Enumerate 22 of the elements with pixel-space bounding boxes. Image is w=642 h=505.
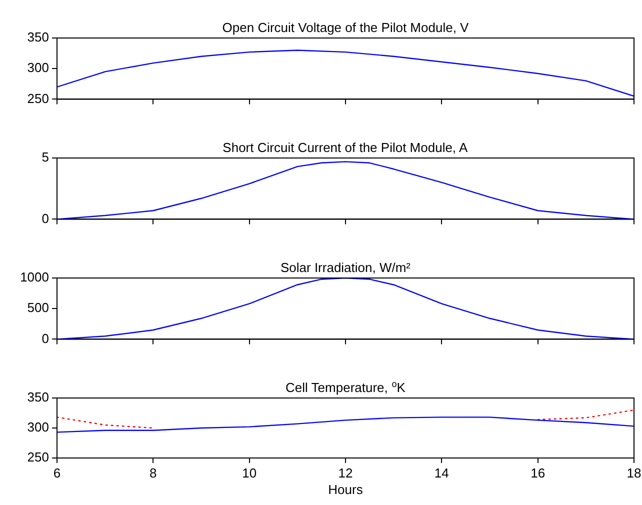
x-tick-label: 18	[626, 465, 642, 480]
y-tick-label: 350	[27, 30, 49, 45]
y-tick-label: 1000	[20, 270, 49, 285]
x-tick-label: 16	[530, 465, 546, 480]
y-tick-label: 250	[27, 450, 49, 465]
x-tick-label: 6	[53, 465, 61, 480]
x-tick-label: 8	[150, 465, 157, 480]
y-tick-label: 5	[42, 150, 49, 165]
chart-title: Short Circuit Current of the Pilot Module, A	[222, 140, 468, 155]
x-tick-label: 10	[242, 465, 257, 480]
y-tick-label: 0	[42, 210, 49, 226]
x-axis-title: Hours	[328, 482, 364, 497]
y-tick-label: 0	[42, 330, 49, 346]
y-tick-label: 300	[27, 60, 49, 76]
chart-title: Open Circuit Voltage of the Pilot Module, V	[222, 20, 470, 35]
chart-title: Solar Irradiation, W/m²	[280, 260, 412, 275]
y-tick-label: 500	[27, 300, 49, 316]
y-tick-label: 300	[27, 420, 49, 435]
x-tick-label: 14	[434, 465, 449, 480]
x-tick-label: 12	[338, 465, 353, 480]
y-tick-label: 250	[27, 90, 49, 106]
y-tick-label: 350	[27, 390, 49, 405]
